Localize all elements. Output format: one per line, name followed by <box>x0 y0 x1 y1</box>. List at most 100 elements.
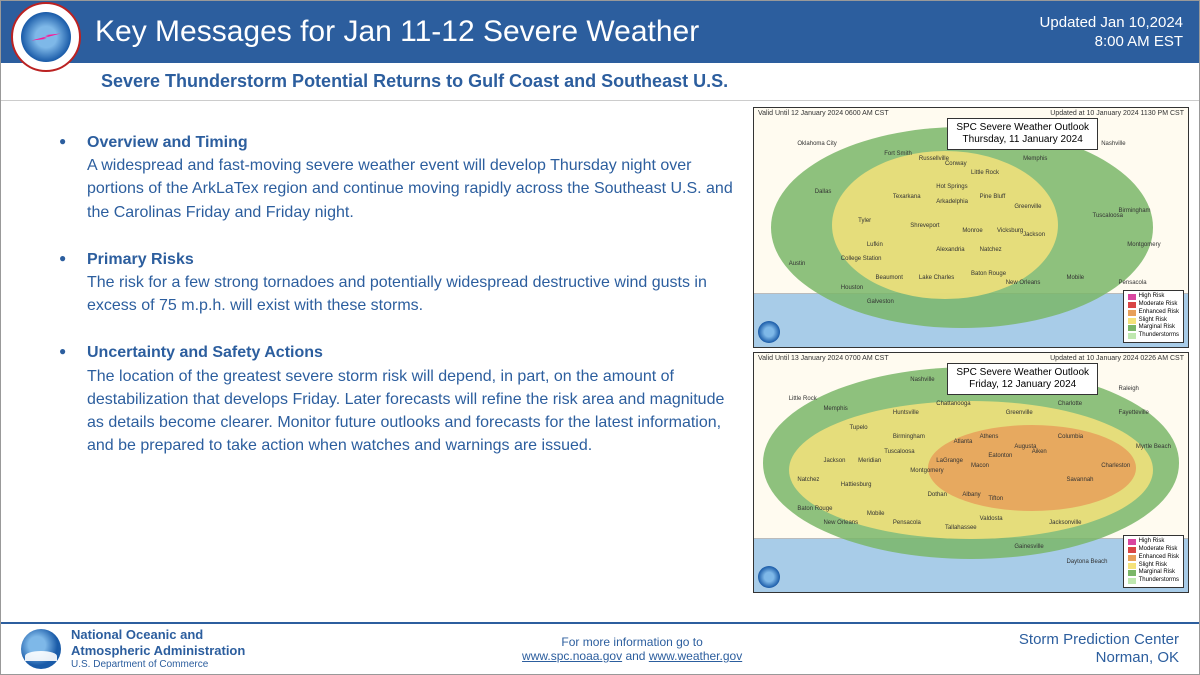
page-title: Key Messages for Jan 11-12 Severe Weathe… <box>95 15 1040 49</box>
city-label: Charleston <box>1101 463 1130 469</box>
city-label: Columbia <box>1058 434 1083 440</box>
city-label: Montgomery <box>910 468 943 474</box>
info-prefix: For more information go to <box>561 635 702 649</box>
city-label: Pensacola <box>893 520 921 526</box>
noaa-mini-icon <box>758 321 780 343</box>
city-label: Mobile <box>1066 275 1084 281</box>
city-label: Birmingham <box>893 434 925 440</box>
noaa-mini-icon <box>758 566 780 588</box>
city-label: Montgomery <box>1127 242 1160 248</box>
bullet-title: Overview and Timing <box>87 131 733 154</box>
city-label: Lufkin <box>867 242 883 248</box>
bullet-list: Overview and TimingA widespread and fast… <box>51 131 733 457</box>
city-label: Tallahassee <box>945 525 977 531</box>
city-label: Huntsville <box>893 410 919 416</box>
city-label: Little Rock <box>971 170 999 176</box>
city-label: Hattiesburg <box>841 482 872 488</box>
city-label: Baton Rouge <box>797 506 832 512</box>
city-label: New Orleans <box>823 520 858 526</box>
city-label: Chattanooga <box>936 401 970 407</box>
city-label: Dallas <box>815 189 832 195</box>
city-label: Jackson <box>1023 232 1045 238</box>
city-label: Arkadelphia <box>936 199 968 205</box>
key-messages-panel: Overview and TimingA widespread and fast… <box>1 101 753 599</box>
noaa-logo-icon <box>21 629 61 669</box>
bullet-body: The location of the greatest severe stor… <box>87 368 724 455</box>
city-label: Savannah <box>1066 477 1093 483</box>
city-label: Memphis <box>823 406 847 412</box>
city-label: New Orleans <box>1006 280 1041 286</box>
bullet-title: Uncertainty and Safety Actions <box>87 341 733 364</box>
city-label: Dothan <box>928 492 947 498</box>
footer-bar: National Oceanic and Atmospheric Adminis… <box>1 622 1199 674</box>
city-label: Jackson <box>823 458 845 464</box>
city-label: Pine Bluff <box>980 194 1006 200</box>
city-label: Austin <box>789 261 806 267</box>
city-label: Memphis <box>1023 156 1047 162</box>
subtitle: Severe Thunderstorm Potential Returns to… <box>1 63 1199 101</box>
map-title-box: SPC Severe Weather OutlookFriday, 12 Jan… <box>947 363 1098 395</box>
source-line1: Storm Prediction Center <box>1019 631 1179 649</box>
city-label: Greenville <box>1014 204 1041 210</box>
city-label: Tuscaloosa <box>884 449 914 455</box>
bullet-item: Overview and TimingA widespread and fast… <box>51 131 733 224</box>
city-label: Oklahoma City <box>797 141 836 147</box>
city-label: Charlotte <box>1058 401 1082 407</box>
link-spc[interactable]: www.spc.noaa.gov <box>522 649 622 663</box>
city-label: Birmingham <box>1119 208 1151 214</box>
city-label: Hot Springs <box>936 184 967 190</box>
map-legend: High RiskModerate RiskEnhanced RiskSligh… <box>1123 290 1184 343</box>
map-title-box: SPC Severe Weather OutlookThursday, 11 J… <box>947 118 1098 150</box>
bullet-body: The risk for a few strong tornadoes and … <box>87 274 707 314</box>
header-bar: Key Messages for Jan 11-12 Severe Weathe… <box>1 1 1199 63</box>
map-issued-text: Updated at 10 January 2024 0226 AM CST <box>1050 355 1184 362</box>
org-dept: U.S. Department of Commerce <box>71 659 245 671</box>
city-label: Greenville <box>1006 410 1033 416</box>
city-label: Beaumont <box>876 275 903 281</box>
city-label: Athens <box>980 434 999 440</box>
map-issued-text: Updated at 10 January 2024 1130 PM CST <box>1050 110 1184 117</box>
city-label: College Station <box>841 256 882 262</box>
nws-logo-icon <box>11 2 81 72</box>
city-label: Tifton <box>988 496 1003 502</box>
updated-time: 8:00 AM EST <box>1040 32 1183 52</box>
outlook-map-day1: Oklahoma CityFort SmithRussellvilleConwa… <box>753 107 1189 348</box>
city-label: Fort Smith <box>884 151 912 157</box>
city-label: Nashville <box>1101 141 1125 147</box>
city-label: Jacksonville <box>1049 520 1081 526</box>
city-label: Eatonton <box>988 453 1012 459</box>
city-label: Natchez <box>980 247 1002 253</box>
city-label: Lake Charles <box>919 275 954 281</box>
city-label: Valdosta <box>980 516 1003 522</box>
map-valid-text: Valid Until 12 January 2024 0600 AM CST <box>758 110 889 117</box>
city-label: Myrtle Beach <box>1136 444 1171 450</box>
city-label: Gainesville <box>1014 544 1043 550</box>
city-label: Natchez <box>797 477 819 483</box>
city-label: Alexandria <box>936 247 964 253</box>
bullet-item: Uncertainty and Safety Actions The locati… <box>51 341 733 457</box>
footer-source: Storm Prediction Center Norman, OK <box>1019 631 1179 667</box>
city-label: Baton Rouge <box>971 271 1006 277</box>
updated-timestamp: Updated Jan 10,2024 8:00 AM EST <box>1040 13 1183 52</box>
city-label: Atlanta <box>954 439 973 445</box>
city-label: Raleigh <box>1119 386 1139 392</box>
map-valid-text: Valid Until 13 January 2024 0700 AM CST <box>758 355 889 362</box>
city-label: Daytona Beach <box>1066 559 1107 565</box>
city-label: LaGrange <box>936 458 963 464</box>
city-label: Monroe <box>962 228 982 234</box>
source-line2: Norman, OK <box>1019 649 1179 667</box>
footer-org: National Oceanic and Atmospheric Adminis… <box>71 627 245 670</box>
bullet-item: Primary RisksThe risk for a few strong t… <box>51 248 733 318</box>
info-mid: and <box>622 649 649 663</box>
city-label: Fayetteville <box>1119 410 1149 416</box>
city-label: Mobile <box>867 511 885 517</box>
city-label: Meridian <box>858 458 881 464</box>
org-line2: Atmospheric Administration <box>71 643 245 658</box>
org-line1: National Oceanic and <box>71 627 203 642</box>
city-label: Aiken <box>1032 449 1047 455</box>
link-weather[interactable]: www.weather.gov <box>649 649 742 663</box>
footer-links: For more information go to www.spc.noaa.… <box>245 635 1019 663</box>
city-label: Albany <box>962 492 980 498</box>
city-label: Galveston <box>867 299 894 305</box>
map-legend: High RiskModerate RiskEnhanced RiskSligh… <box>1123 535 1184 588</box>
